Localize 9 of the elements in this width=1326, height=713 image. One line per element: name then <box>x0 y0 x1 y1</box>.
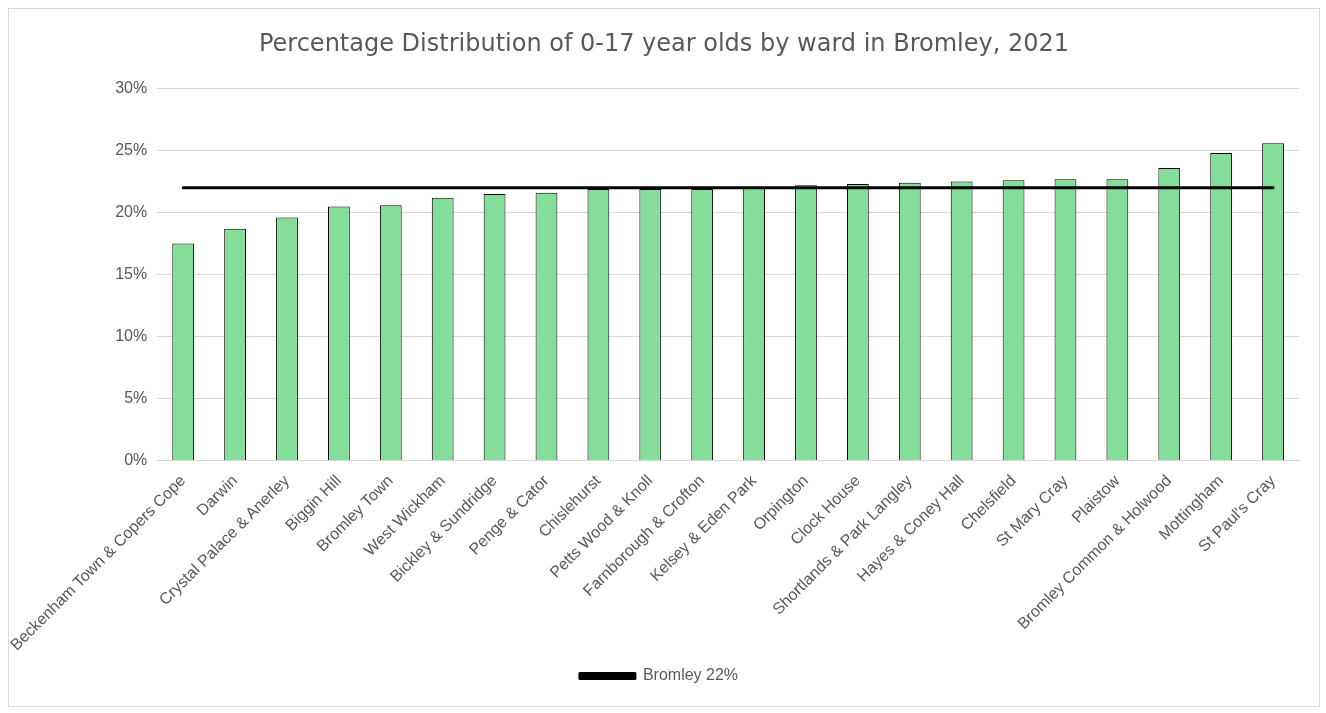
y-tick-label: 30% <box>115 79 148 97</box>
y-tick-label: 10% <box>115 327 148 345</box>
legend-label: Bromley 22% <box>642 666 739 684</box>
y-tick-label: 25% <box>115 141 148 159</box>
chart-title: Percentage Distribution of 0-17 year olds by ward in Bromley, 2021 <box>257 29 1071 57</box>
y-tick-label: 20% <box>115 203 148 221</box>
y-tick-label: 15% <box>115 265 148 283</box>
y-tick-label: 5% <box>124 389 148 407</box>
y-tick-label: 0% <box>124 451 148 469</box>
